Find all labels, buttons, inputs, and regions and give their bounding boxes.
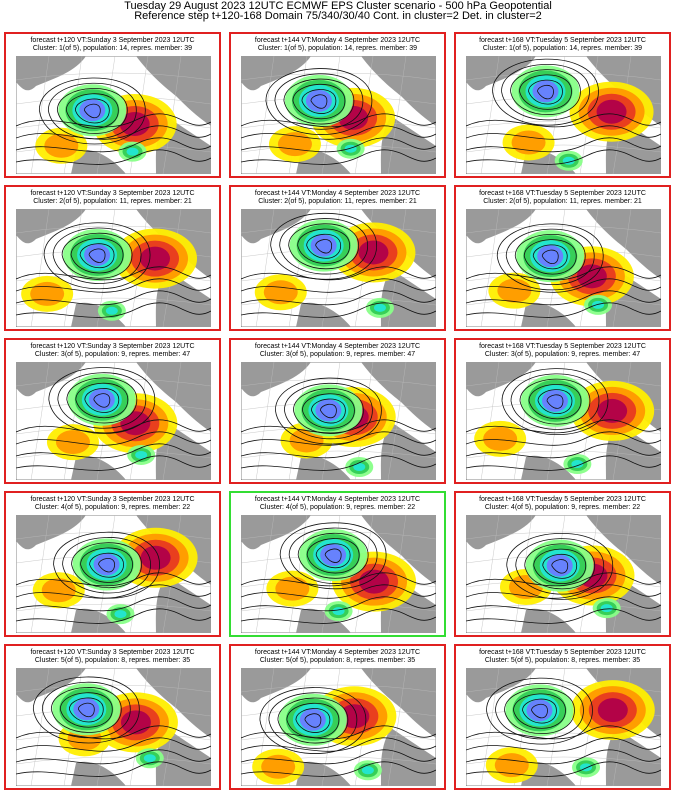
panel-forecast-label: forecast t+168 VT:Tuesday 5 September 20… <box>479 496 646 503</box>
geopotential-contours <box>241 212 436 318</box>
geopotential-contours <box>241 522 436 624</box>
geopotential-map <box>241 56 436 174</box>
title-line-1: Tuesday 29 August 2023 12UTC ECMWF EPS C… <box>124 0 552 12</box>
panel-forecast-label: forecast t+168 VT:Tuesday 5 September 20… <box>479 190 646 197</box>
cluster-panel: forecast t+168 VT:Tuesday 5 September 20… <box>454 32 671 178</box>
geopotential-map <box>241 515 436 633</box>
anomaly-shading <box>280 384 396 477</box>
panel-cluster-label: Cluster: 4(of 5), population: 9, repres.… <box>34 504 191 511</box>
panel-cluster-label: Cluster: 2(of 5), population: 11, repres… <box>258 198 417 205</box>
geopotential-map <box>16 209 211 327</box>
geopotential-map <box>16 56 211 174</box>
geopotential-map <box>466 362 661 480</box>
geopotential-contours <box>466 223 661 318</box>
geopotential-contours <box>241 377 436 471</box>
geopotential-contours <box>16 367 211 471</box>
panel-forecast-label: forecast t+168 VT:Tuesday 5 September 20… <box>479 343 646 350</box>
cluster-panel: forecast t+120 VT:Sunday 3 September 202… <box>4 338 221 484</box>
geopotential-contours <box>466 368 661 471</box>
geopotential-map <box>466 56 661 174</box>
cluster-panel: forecast t+168 VT:Tuesday 5 September 20… <box>454 644 671 790</box>
geopotential-map <box>466 209 661 327</box>
geopotential-contours <box>16 77 211 165</box>
land-mass <box>16 362 211 480</box>
panel-forecast-label: forecast t+120 VT:Sunday 3 September 202… <box>30 649 195 656</box>
panel-cluster-label: Cluster: 5(of 5), population: 8, repres.… <box>259 657 416 664</box>
panel-cluster-label: Cluster: 4(of 5), population: 9, repres.… <box>259 504 416 511</box>
panel-cluster-label: Cluster: 5(of 5), population: 8, repres.… <box>34 657 191 664</box>
geopotential-map <box>241 668 436 786</box>
cluster-panel: forecast t+120 VT:Sunday 3 September 202… <box>4 185 221 331</box>
panel-forecast-label: forecast t+144 VT:Monday 4 September 202… <box>254 37 421 44</box>
cluster-panel: forecast t+144 VT:Monday 4 September 202… <box>229 185 446 331</box>
graticule <box>16 668 211 786</box>
panel-forecast-label: forecast t+144 VT:Monday 4 September 202… <box>254 343 421 350</box>
geopotential-contours <box>241 687 436 777</box>
panel-forecast-label: forecast t+168 VT:Tuesday 5 September 20… <box>479 37 646 44</box>
panel-cluster-label: Cluster: 5(of 5), population: 8, repres.… <box>484 657 641 664</box>
geopotential-map <box>241 209 436 327</box>
cluster-panel-grid: forecast t+120 VT:Sunday 3 September 202… <box>0 30 676 800</box>
panel-cluster-label: Cluster: 3(of 5), population: 9, repres.… <box>259 351 416 358</box>
panel-forecast-label: forecast t+120 VT:Sunday 3 September 202… <box>30 343 195 350</box>
cluster-panel: forecast t+168 VT:Tuesday 5 September 20… <box>454 185 671 331</box>
panel-cluster-label: Cluster: 1(of 5), population: 14, repres… <box>482 45 643 52</box>
panel-forecast-label: forecast t+144 VT:Monday 4 September 202… <box>254 190 421 197</box>
panel-forecast-label: forecast t+120 VT:Sunday 3 September 202… <box>30 37 195 44</box>
geopotential-map <box>16 668 211 786</box>
geopotential-map <box>16 362 211 480</box>
geopotential-map <box>241 362 436 480</box>
panel-cluster-label: Cluster: 1(of 5), population: 14, repres… <box>32 45 193 52</box>
geopotential-contours <box>241 68 436 165</box>
geopotential-contours <box>16 531 211 624</box>
panel-cluster-label: Cluster: 4(of 5), population: 9, repres.… <box>484 504 641 511</box>
geopotential-contours <box>16 222 211 318</box>
anomaly-shading <box>268 74 396 163</box>
anomaly-shading <box>502 65 654 171</box>
figure-title: Tuesday 29 August 2023 12UTC ECMWF EPS C… <box>0 0 676 31</box>
cluster-panel: forecast t+144 VT:Monday 4 September 202… <box>229 644 446 790</box>
cluster-panel: forecast t+120 VT:Sunday 3 September 202… <box>4 32 221 178</box>
geopotential-map <box>466 668 661 786</box>
geopotential-contours <box>466 677 661 777</box>
panel-cluster-label: Cluster: 3(of 5), population: 9, repres.… <box>34 351 191 358</box>
title-line-2: Reference step t+120-168 Domain 75/340/3… <box>134 10 542 22</box>
cluster-panel: forecast t+144 VT:Monday 4 September 202… <box>229 32 446 178</box>
geopotential-contours <box>466 58 661 165</box>
panel-forecast-label: forecast t+120 VT:Sunday 3 September 202… <box>30 190 195 197</box>
panel-cluster-label: Cluster: 2(of 5), population: 11, repres… <box>483 198 642 205</box>
cluster-panel: forecast t+168 VT:Tuesday 5 September 20… <box>454 491 671 637</box>
anomaly-shading <box>485 680 655 784</box>
land-mass <box>241 668 436 786</box>
panel-forecast-label: forecast t+168 VT:Tuesday 5 September 20… <box>479 649 646 656</box>
land-mass <box>241 56 436 174</box>
panel-forecast-label: forecast t+120 VT:Sunday 3 September 202… <box>30 496 195 503</box>
panel-cluster-label: Cluster: 1(of 5), population: 14, repres… <box>257 45 418 52</box>
geopotential-contours <box>466 532 661 624</box>
anomaly-shading <box>474 374 655 475</box>
cluster-panel: forecast t+168 VT:Tuesday 5 September 20… <box>454 338 671 484</box>
geopotential-contours <box>16 676 211 777</box>
cluster-panel: forecast t+120 VT:Sunday 3 September 202… <box>4 491 221 637</box>
cluster-panel-deterministic: forecast t+144 VT:Monday 4 September 202… <box>229 491 446 637</box>
cluster-panel: forecast t+120 VT:Sunday 3 September 202… <box>4 644 221 790</box>
geopotential-map <box>16 515 211 633</box>
cluster-panel: forecast t+144 VT:Monday 4 September 202… <box>229 338 446 484</box>
panel-cluster-label: Cluster: 2(of 5), population: 11, repres… <box>33 198 192 205</box>
panel-forecast-label: forecast t+144 VT:Monday 4 September 202… <box>254 649 421 656</box>
panel-cluster-label: Cluster: 3(of 5), population: 9, repres.… <box>484 351 641 358</box>
geopotential-map <box>466 515 661 633</box>
panel-forecast-label: forecast t+144 VT:Monday 4 September 202… <box>254 496 421 503</box>
